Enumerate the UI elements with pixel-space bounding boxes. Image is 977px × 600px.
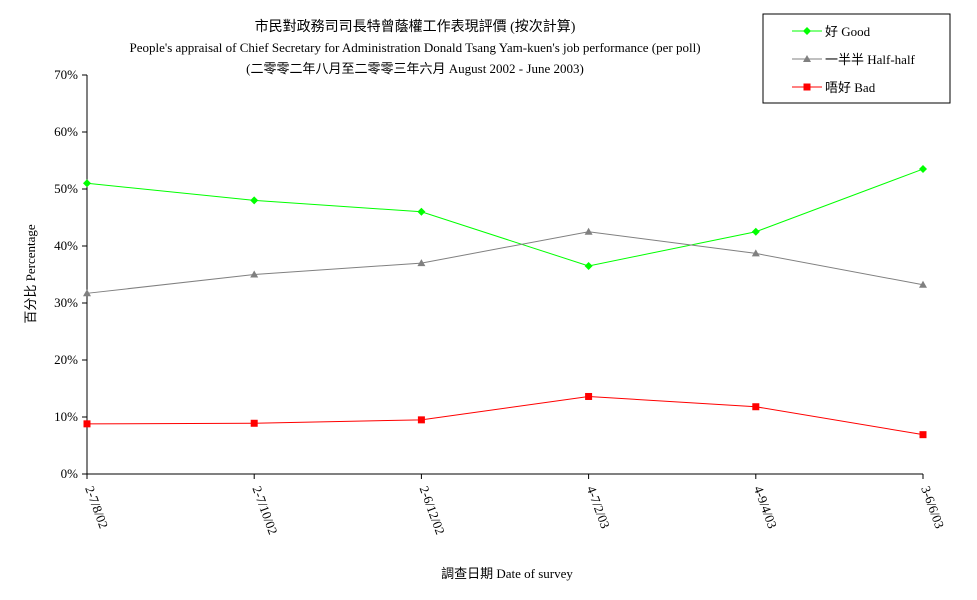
- line: [86, 395, 924, 436]
- x-tick-label: 3-6/6/03: [918, 484, 947, 531]
- y-tick-label: 30%: [54, 295, 78, 310]
- marker: [919, 431, 927, 439]
- marker: [83, 289, 91, 297]
- marker: [584, 261, 593, 270]
- x-axis-label: 調查日期 Date of survey: [441, 566, 573, 581]
- marker: [250, 419, 258, 427]
- marker: [751, 249, 760, 257]
- marker: [83, 179, 91, 188]
- x-tick-label: 2-7/10/02: [249, 484, 280, 537]
- legend-label: 唔好 Bad: [825, 80, 876, 95]
- legend-label: 一半半 Half-half: [825, 52, 916, 67]
- x-tick-label: 4-7/2/03: [584, 484, 613, 531]
- y-tick-label: 70%: [54, 67, 78, 82]
- marker: [585, 392, 593, 400]
- y-tick-label: 40%: [54, 238, 78, 253]
- marker: [83, 420, 91, 428]
- legend-marker: [803, 27, 811, 35]
- y-tick-label: 10%: [54, 409, 78, 424]
- chart-subtitle: People's appraisal of Chief Secretary fo…: [129, 40, 700, 55]
- y-axis-label: 百分比 Percentage: [23, 224, 38, 324]
- marker: [250, 270, 259, 278]
- y-tick-label: 20%: [54, 352, 78, 367]
- y-tick-label: 0%: [61, 466, 79, 481]
- y-tick-label: 60%: [54, 124, 78, 139]
- marker: [584, 227, 593, 235]
- legend-label: 好 Good: [825, 24, 871, 39]
- x-tick-label: 2-7/8/02: [82, 484, 111, 531]
- x-tick-label: 2-6/12/02: [417, 484, 448, 537]
- marker: [417, 207, 426, 216]
- marker: [250, 196, 259, 205]
- marker: [751, 227, 760, 236]
- legend-marker: [803, 83, 811, 91]
- y-tick-label: 50%: [54, 181, 78, 196]
- marker: [417, 259, 426, 267]
- chart-subtitle: (二零零二年八月至二零零三年六月 August 2002 - June 2003…: [246, 61, 584, 76]
- marker: [417, 416, 425, 424]
- line: [86, 168, 924, 267]
- x-tick-label: 4-9/4/03: [751, 484, 780, 531]
- marker: [752, 403, 760, 411]
- marker: [919, 280, 927, 288]
- chart-title: 市民對政務司司長特曾蔭權工作表現評價 (按次計算): [255, 18, 576, 35]
- legend-marker: [803, 55, 811, 62]
- line: [86, 231, 924, 294]
- marker: [919, 165, 927, 174]
